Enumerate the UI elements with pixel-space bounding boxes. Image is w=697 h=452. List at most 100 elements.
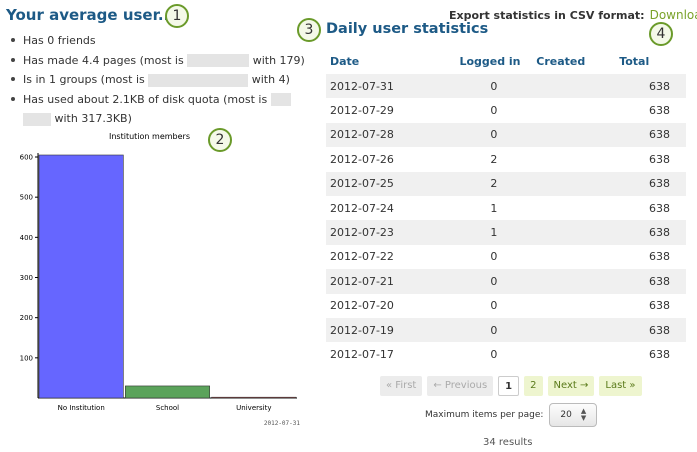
pagination-first: « First: [380, 376, 423, 396]
table-row: 2012-07-25 2 638: [326, 171, 686, 196]
average-user-title: Your average user...: [6, 6, 175, 24]
stat-groups-prefix: Is in 1 groups (most is: [23, 73, 145, 86]
stat-groups-suffix: with 4): [251, 73, 290, 86]
cell-total: 638: [615, 269, 686, 294]
cell-logged-in: 1: [490, 201, 498, 215]
callout-badge-3: 3: [297, 18, 321, 42]
download-link[interactable]: Download: [649, 8, 697, 22]
stat-groups: Is in 1 groups (most is with 4): [6, 70, 306, 90]
cell-total: 638: [649, 201, 670, 215]
y-tick-label: 600: [20, 154, 33, 162]
pagination-page-2[interactable]: 2: [524, 376, 543, 396]
cell-created: [532, 317, 616, 343]
cell-total: 638: [649, 104, 670, 118]
cell-created: [532, 269, 616, 294]
table-row: 2012-07-26 2 638: [326, 147, 686, 171]
institution-members-chart: 100 200 300 400 500 600 No Institution School Un…: [20, 153, 301, 427]
cell-logged-in: 1: [455, 220, 533, 245]
chart-date-footer: 2012-07-31: [264, 420, 301, 427]
cell-date: 2012-07-24: [330, 201, 394, 215]
cell-created: [532, 196, 615, 220]
y-tick-label: 300: [20, 274, 33, 282]
pagination-next[interactable]: Next →: [547, 376, 595, 396]
pagination-last[interactable]: Last »: [599, 376, 642, 396]
cell-logged-in: 0: [490, 250, 498, 264]
cell-created: [532, 74, 616, 99]
cell-created: [532, 171, 616, 196]
cell-date: 2012-07-23: [326, 220, 456, 245]
table-row: 2012-07-20 0 638: [326, 294, 686, 318]
daily-stats-table: Date Logged in Created Total 2012-07-31 0…: [326, 49, 686, 367]
callout-badge-1: 1: [165, 4, 189, 28]
cell-logged-in: 0: [490, 347, 498, 361]
cell-created: [532, 220, 616, 245]
table-row: 2012-07-23 1 638: [326, 220, 686, 245]
cell-total: 638: [615, 122, 686, 148]
cell-created: [532, 98, 615, 122]
export-label: Export statistics in CSV format:: [449, 9, 645, 22]
stat-quota-suffix: with 317.3KB): [54, 112, 132, 125]
cell-logged-in: 0: [455, 269, 533, 294]
cell-date: 2012-07-31: [326, 74, 456, 99]
cell-date: 2012-07-26: [330, 152, 394, 166]
col-total: Total: [619, 55, 650, 68]
stepper-arrows-icon: ▲ ▼: [580, 407, 587, 422]
cell-logged-in: 0: [455, 74, 533, 99]
col-date: Date: [330, 55, 360, 68]
cell-date: 2012-07-19: [326, 317, 456, 343]
bar-university: [211, 396, 297, 399]
stat-pages-suffix: with 179): [252, 53, 305, 67]
y-tick-label: 200: [20, 314, 33, 322]
redacted-username: [270, 93, 291, 106]
col-logged-in: Logged in: [459, 55, 521, 68]
table-header-row: Date Logged in Created Total: [326, 49, 686, 74]
items-per-page-label: Maximum items per page:: [425, 410, 544, 420]
cell-total: 638: [615, 171, 686, 196]
bar-no-institution: [38, 154, 124, 399]
chart-title: Institution members: [109, 132, 190, 141]
y-tick-label: 400: [20, 234, 33, 242]
cell-created: [532, 147, 615, 171]
y-tick-label: 100: [20, 354, 33, 362]
callout-badge-4: 4: [649, 22, 673, 46]
cell-date: 2012-07-21: [326, 269, 456, 294]
cell-date: 2012-07-17: [330, 347, 394, 361]
average-user-stats: Has 0 friends Has made 4.4 pages (most i…: [6, 31, 306, 129]
table-row: 2012-07-17 0 638: [326, 342, 686, 366]
cell-date: 2012-07-20: [330, 299, 394, 313]
cell-logged-in: 2: [490, 152, 498, 166]
cell-total: 638: [649, 299, 670, 313]
cell-total: 638: [615, 220, 686, 245]
x-tick-label: University: [236, 404, 271, 412]
daily-stats-title: Daily user statistics: [326, 21, 489, 37]
bar-school: [125, 385, 210, 399]
pagination-page-1: 1: [498, 376, 520, 396]
cell-logged-in: 0: [455, 122, 533, 148]
cell-total: 638: [649, 250, 670, 264]
items-per-page-select[interactable]: 20 ▲ ▼: [549, 403, 598, 427]
cell-total: 638: [649, 152, 670, 166]
col-created: Created: [536, 55, 586, 68]
cell-logged-in: 0: [490, 104, 498, 118]
stat-quota-prefix: Has used about 2.1KB of disk quota (most…: [23, 92, 268, 106]
cell-created: [532, 122, 616, 148]
table-row: 2012-07-22 0 638: [326, 245, 686, 269]
cell-date: 2012-07-25: [326, 171, 456, 196]
cell-date: 2012-07-28: [326, 122, 456, 148]
cell-total: 638: [615, 74, 686, 99]
table-row: 2012-07-29 0 638: [326, 98, 686, 122]
y-tick-label: 500: [20, 194, 33, 202]
cell-logged-in: 0: [455, 317, 533, 343]
pagination: « First ← Previous 1 2 Next → Last »: [380, 376, 642, 396]
pagination-previous: ← Previous: [427, 376, 494, 396]
stat-pages: Has made 4.4 pages (most is with 179): [6, 51, 306, 71]
x-tick-label: School: [156, 404, 179, 412]
table-row: 2012-07-28 0 638: [326, 122, 686, 148]
callout-badge-2: 2: [208, 128, 232, 152]
cell-date: 2012-07-22: [330, 250, 394, 264]
items-per-page-value: 20: [560, 410, 572, 420]
cell-created: [532, 245, 615, 269]
cell-logged-in: 2: [455, 171, 533, 196]
table-row: 2012-07-21 0 638: [326, 269, 686, 294]
table-row: 2012-07-24 1 638: [326, 196, 686, 220]
